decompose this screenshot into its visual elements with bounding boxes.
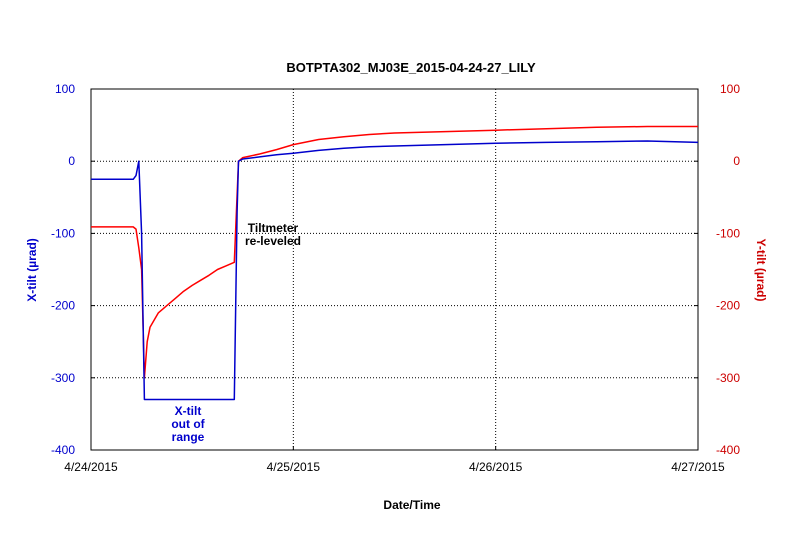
left-tick-label: 100 bbox=[55, 82, 75, 96]
annotation-line: re-leveled bbox=[245, 234, 301, 248]
left-axis-ticks: 100 0 -100 -200 -300 -400 bbox=[51, 82, 95, 457]
left-tick-label: -300 bbox=[51, 371, 75, 385]
right-tick-label: -400 bbox=[716, 443, 740, 457]
right-tick-label: 100 bbox=[720, 82, 740, 96]
gridlines bbox=[91, 89, 698, 450]
annotation-line: range bbox=[172, 430, 205, 444]
x-axis-ticks: 4/24/2015 4/25/2015 4/26/2015 4/27/2015 bbox=[64, 446, 725, 474]
left-axis-label: X-tilt (µrad) bbox=[25, 238, 39, 302]
right-tick-label: -300 bbox=[716, 371, 740, 385]
plot-frame bbox=[90, 88, 699, 451]
x-tick-label: 4/24/2015 bbox=[64, 460, 118, 474]
x-tilt-series-line bbox=[91, 140, 699, 401]
annotation-tiltmeter-releveled: Tiltmeter re-leveled bbox=[245, 221, 301, 248]
right-tick-label: 0 bbox=[733, 154, 740, 168]
chart-title: BOTPTA302_MJ03E_2015-04-24-27_LILY bbox=[286, 60, 536, 75]
right-axis-ticks: 100 0 -100 -200 -300 -400 bbox=[694, 82, 740, 457]
right-tick-label: -200 bbox=[716, 299, 740, 313]
right-axis-label: Y-tilt (µrad) bbox=[754, 239, 768, 302]
plot-area bbox=[90, 88, 699, 451]
x-tick-label: 4/26/2015 bbox=[469, 460, 523, 474]
right-tick-label: -100 bbox=[716, 226, 740, 240]
annotation-line: X-tilt bbox=[175, 404, 202, 418]
annotation-line: out of bbox=[171, 417, 205, 431]
left-tick-label: -200 bbox=[51, 299, 75, 313]
left-tick-label: -400 bbox=[51, 443, 75, 457]
series-layer bbox=[91, 125, 699, 401]
left-tick-label: -100 bbox=[51, 226, 75, 240]
x-tick-label: 4/25/2015 bbox=[267, 460, 321, 474]
x-axis-label: Date/Time bbox=[383, 498, 440, 512]
x-tick-label: 4/27/2015 bbox=[671, 460, 725, 474]
annotation-x-tilt-out-of-range: X-tilt out of range bbox=[171, 404, 205, 444]
left-tick-label: 0 bbox=[68, 154, 75, 168]
annotation-line: Tiltmeter bbox=[248, 221, 299, 235]
